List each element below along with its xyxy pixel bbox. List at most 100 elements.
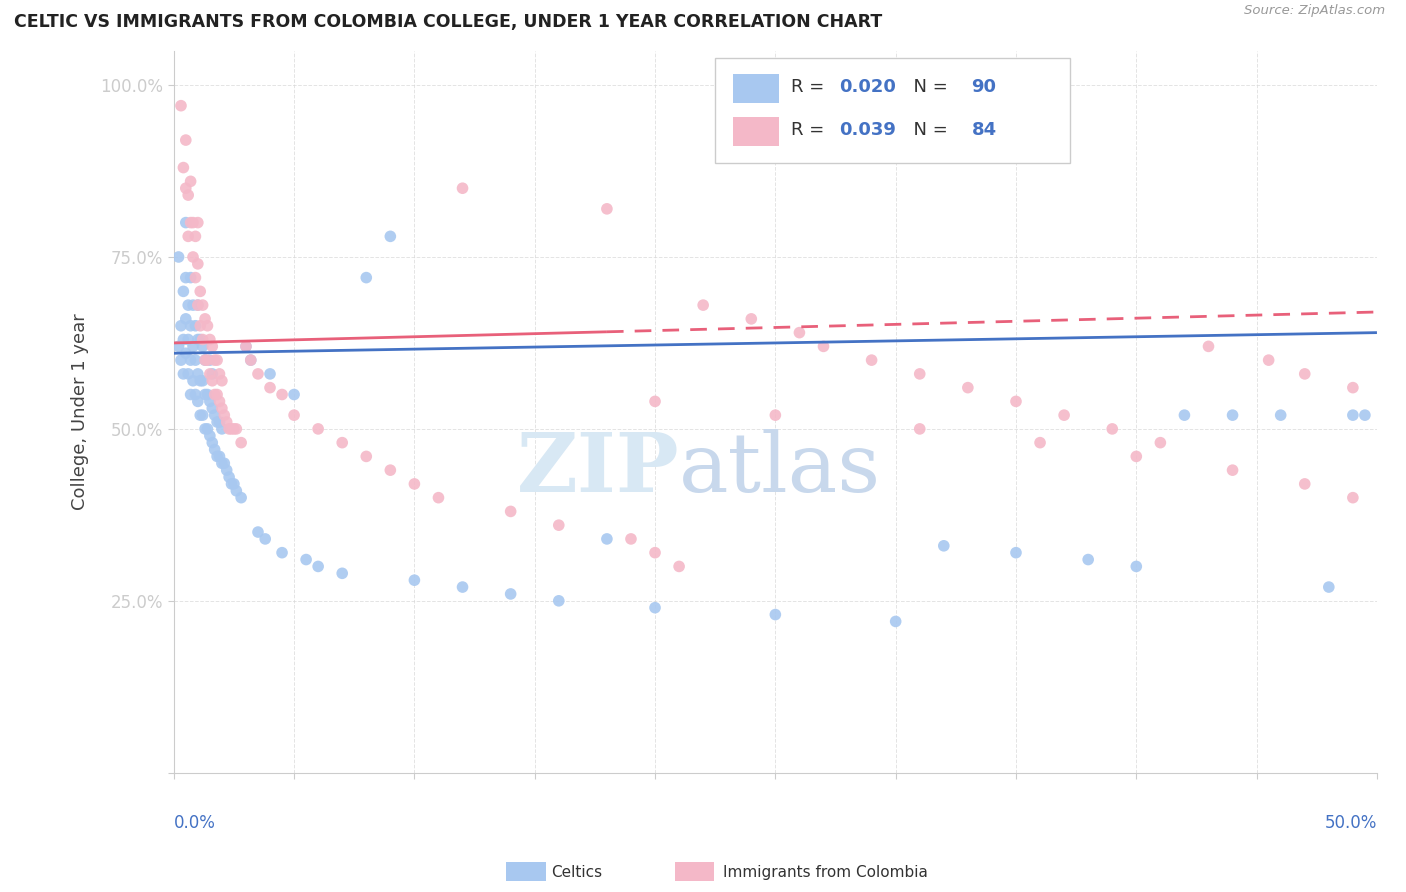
FancyBboxPatch shape <box>716 58 1070 162</box>
Point <box>177 188 200 202</box>
Point <box>596 532 619 546</box>
Point <box>259 381 281 395</box>
Point <box>180 174 202 188</box>
Point <box>205 415 228 429</box>
Point <box>191 408 214 422</box>
Point <box>205 353 228 368</box>
Point <box>499 504 522 518</box>
Point <box>170 98 193 112</box>
Point <box>172 333 194 347</box>
Text: 90: 90 <box>972 78 997 95</box>
Point <box>789 326 811 340</box>
Point <box>198 429 221 443</box>
Point <box>211 374 233 388</box>
Text: 84: 84 <box>972 121 997 139</box>
Point <box>1341 381 1364 395</box>
Y-axis label: College, Under 1 year: College, Under 1 year <box>72 313 89 510</box>
Point <box>283 387 305 401</box>
Point <box>1053 408 1076 422</box>
Point <box>184 270 207 285</box>
Point <box>1173 408 1195 422</box>
Point <box>177 298 200 312</box>
Point <box>204 387 226 401</box>
Point <box>1029 435 1052 450</box>
Text: 0.020: 0.020 <box>839 78 896 95</box>
Text: ZIP: ZIP <box>516 429 679 509</box>
Point <box>172 161 194 175</box>
Point <box>184 387 207 401</box>
Point <box>860 353 883 368</box>
Point <box>188 408 211 422</box>
Text: Immigrants from Colombia: Immigrants from Colombia <box>723 865 928 880</box>
Point <box>204 353 226 368</box>
Point <box>307 559 329 574</box>
Point <box>763 607 786 622</box>
Point <box>180 216 202 230</box>
Text: Source: ZipAtlas.com: Source: ZipAtlas.com <box>1244 4 1385 18</box>
Point <box>177 367 200 381</box>
Point <box>184 353 207 368</box>
Point <box>231 435 253 450</box>
Point <box>330 435 353 450</box>
Point <box>1005 394 1028 409</box>
Point <box>211 401 233 416</box>
Point <box>620 532 643 546</box>
Point <box>356 450 378 464</box>
Point <box>201 401 224 416</box>
Point <box>740 311 762 326</box>
Point <box>1125 559 1147 574</box>
Point <box>180 353 202 368</box>
Point <box>1125 450 1147 464</box>
Text: CELTIC VS IMMIGRANTS FROM COLOMBIA COLLEGE, UNDER 1 YEAR CORRELATION CHART: CELTIC VS IMMIGRANTS FROM COLOMBIA COLLE… <box>14 13 883 31</box>
Point <box>187 216 209 230</box>
Point <box>181 298 204 312</box>
Point <box>205 450 228 464</box>
Point <box>197 353 219 368</box>
Point <box>204 408 226 422</box>
Point <box>188 318 211 333</box>
Point <box>427 491 450 505</box>
Point <box>246 367 269 381</box>
Point <box>239 353 262 368</box>
Point <box>1005 546 1028 560</box>
Point <box>208 450 231 464</box>
Point <box>932 539 955 553</box>
Point <box>239 353 262 368</box>
Point <box>231 491 253 505</box>
Point <box>235 339 257 353</box>
Point <box>222 477 245 491</box>
Point <box>174 181 197 195</box>
Point <box>1101 422 1123 436</box>
Point <box>1270 408 1292 422</box>
Point <box>174 311 197 326</box>
Point <box>198 394 221 409</box>
Point <box>956 381 979 395</box>
Text: atlas: atlas <box>679 429 882 509</box>
Point <box>198 333 221 347</box>
Point <box>188 285 211 299</box>
Point <box>172 285 194 299</box>
Point <box>380 463 402 477</box>
Point <box>191 333 214 347</box>
Point <box>194 353 217 368</box>
Point <box>215 463 238 477</box>
Point <box>596 202 619 216</box>
Point <box>221 422 243 436</box>
Point <box>295 552 318 566</box>
Point <box>177 333 200 347</box>
Point <box>188 374 211 388</box>
Point <box>180 270 202 285</box>
Point <box>271 546 294 560</box>
Text: 0.0%: 0.0% <box>174 814 215 832</box>
Point <box>184 229 207 244</box>
Point <box>167 250 190 264</box>
Point <box>1198 339 1220 353</box>
Point <box>208 415 231 429</box>
Point <box>499 587 522 601</box>
Point <box>194 311 217 326</box>
Point <box>692 298 714 312</box>
Point <box>167 339 190 353</box>
Point <box>214 456 236 470</box>
Point <box>644 546 666 560</box>
Point <box>1317 580 1340 594</box>
